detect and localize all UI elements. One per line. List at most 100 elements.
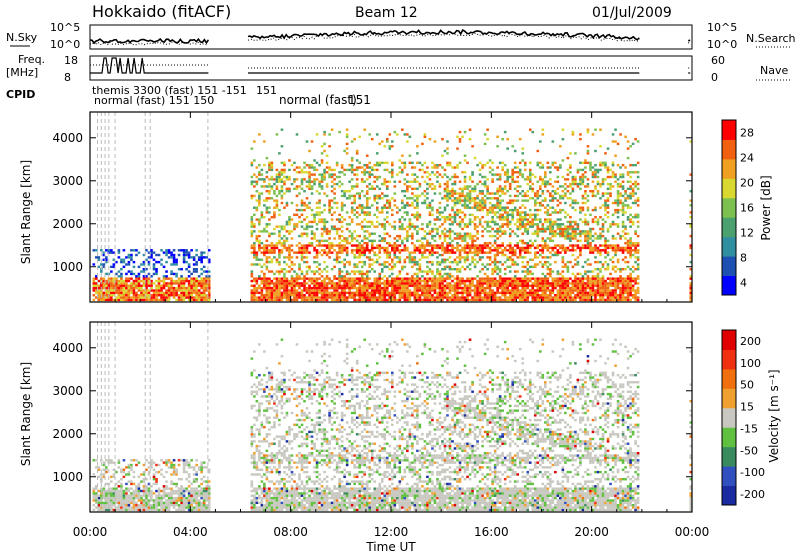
power-cell: [456, 201, 459, 205]
power-cell: [521, 298, 525, 302]
power-cell: [503, 268, 507, 271]
power-cell: [270, 279, 274, 283]
power-cell: [315, 249, 319, 252]
power-cell: [493, 270, 497, 273]
power-cell: [586, 182, 590, 186]
power-cell: [152, 296, 156, 299]
power-cell: [408, 294, 412, 297]
power-cell: [365, 282, 369, 285]
power-cell: [378, 279, 382, 283]
power-cell: [187, 265, 191, 269]
power-cell: [498, 270, 502, 273]
power-cell: [406, 239, 409, 243]
power-cell: [278, 286, 281, 290]
power-cell: [320, 178, 324, 181]
power-cell: [426, 284, 429, 287]
power-cell: [468, 237, 472, 240]
power-cell: [451, 260, 454, 264]
power-cell: [456, 163, 459, 167]
power-cell: [466, 241, 469, 245]
power-cell: [458, 232, 462, 235]
power-cell: [258, 244, 261, 247]
power-cell: [486, 161, 489, 165]
beam-label: Beam 12: [355, 5, 418, 21]
power-cell: [421, 253, 424, 257]
power-cell: [574, 294, 577, 297]
power-cell: [528, 284, 532, 287]
power-cell: [318, 185, 321, 188]
power-cell: [313, 296, 316, 299]
power-cell: [255, 166, 259, 169]
power-cell: [303, 284, 306, 287]
power-cell: [290, 286, 294, 290]
power-cell: [581, 180, 585, 183]
power-cell: [300, 277, 304, 280]
power-cell: [538, 277, 542, 280]
power-cell: [536, 282, 540, 285]
power-cell: [185, 249, 188, 252]
power-cell: [501, 263, 504, 266]
power-cell: [471, 187, 474, 191]
power-cell: [446, 275, 449, 278]
power-cell: [172, 263, 176, 266]
power-cell: [541, 286, 545, 290]
power-cell: [360, 178, 364, 181]
power-cell: [576, 291, 580, 295]
power-cell: [521, 239, 525, 243]
power-cell: [498, 204, 502, 207]
power-cell: [115, 282, 118, 285]
power-cell: [574, 298, 577, 302]
power-cell: [554, 230, 557, 233]
power-cell: [443, 187, 447, 191]
power-cell: [601, 286, 605, 290]
power-cell: [373, 187, 377, 191]
power-cell: [536, 244, 540, 247]
power-cell: [523, 275, 527, 278]
power-cell: [574, 249, 577, 252]
power-cell: [325, 298, 329, 302]
power-cell: [388, 275, 392, 278]
power-cell: [478, 277, 482, 280]
power-cell: [365, 211, 369, 214]
power-cell: [503, 249, 507, 252]
power-cell: [348, 163, 351, 167]
power-cell: [115, 260, 118, 264]
power-cell: [508, 223, 512, 226]
power-cell: [551, 199, 555, 202]
power-cell: [466, 279, 469, 283]
power-cell: [358, 197, 361, 200]
power-cell: [328, 208, 331, 212]
power-cell: [335, 286, 339, 290]
power-cell: [350, 270, 354, 273]
power-cell: [441, 282, 444, 285]
power-cell: [579, 298, 582, 302]
power-cell: [401, 265, 404, 269]
power-cell: [393, 180, 397, 183]
power-cell: [335, 244, 339, 247]
power-cell: [591, 220, 595, 224]
power-cell: [604, 206, 607, 209]
power-cell: [518, 277, 522, 280]
power-cell: [556, 270, 560, 273]
power-cell: [496, 260, 499, 264]
power-cell: [368, 251, 372, 254]
power-cell: [265, 156, 269, 160]
power-cell: [265, 277, 269, 280]
power-cell: [604, 161, 607, 165]
power-cell: [584, 201, 587, 205]
power-cell: [335, 260, 339, 264]
power-cell: [350, 218, 354, 221]
power-cell: [380, 289, 384, 292]
power-cell: [431, 234, 434, 238]
power-cell: [606, 291, 610, 295]
power-cell: [268, 256, 271, 259]
power-cell: [433, 185, 437, 188]
power-cell: [350, 211, 354, 214]
power-cell: [566, 294, 570, 297]
power-cell: [365, 298, 369, 302]
power-cell: [373, 197, 377, 200]
power-cell: [396, 246, 399, 250]
power-cell: [428, 206, 432, 209]
power-cell: [160, 296, 163, 299]
power-cell: [496, 199, 499, 202]
